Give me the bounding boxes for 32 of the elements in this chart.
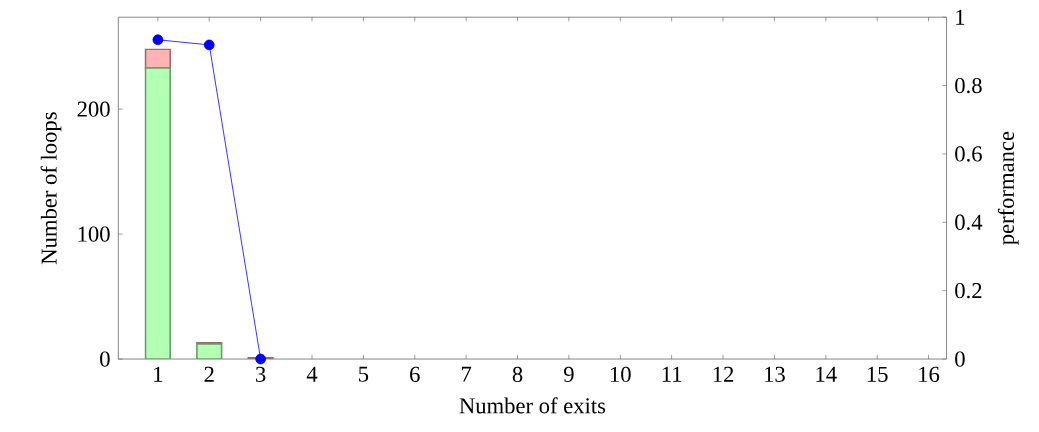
y2-axis-title: performance xyxy=(997,131,1019,245)
point xyxy=(203,39,215,51)
point xyxy=(255,353,266,365)
x-tick-label: 16 xyxy=(919,366,940,383)
y2-tick-label: 0.4 xyxy=(955,214,983,231)
x-tick-label: 2 xyxy=(204,366,214,382)
x-axis-title: Number of exits xyxy=(459,397,606,414)
x-tick-label: 15 xyxy=(867,366,888,383)
y-tick-label: 100 xyxy=(78,226,110,242)
x-tick-label: 4 xyxy=(306,366,318,382)
point xyxy=(152,34,164,46)
x-tick-label: 6 xyxy=(410,366,420,383)
x-tick-label: 11 xyxy=(662,366,682,382)
y2-tick-label: 1 xyxy=(956,9,965,25)
x-tick-label: 14 xyxy=(816,366,837,382)
x-tick-label: 1 xyxy=(154,366,163,382)
y2-tick-label: 0.8 xyxy=(955,77,982,94)
bar xyxy=(144,67,171,360)
x-tick-label: 9 xyxy=(563,366,574,383)
x-tick-label: 7 xyxy=(461,366,472,382)
y2-tick-label: 0.2 xyxy=(955,283,982,299)
y2-tick-label: 0.6 xyxy=(955,146,982,162)
y-tick-label: 200 xyxy=(77,101,110,117)
x-tick-label: 3 xyxy=(256,366,266,383)
y-tick-label: 0 xyxy=(100,351,110,367)
x-tick-label: 8 xyxy=(512,366,523,383)
y-axis-title: Number of loops xyxy=(40,112,62,265)
x-tick-label: 5 xyxy=(359,366,369,382)
x-tick-label: 12 xyxy=(713,366,734,382)
x-tick-label: 13 xyxy=(765,366,785,383)
y2-tick-label: 0 xyxy=(955,351,965,367)
x-tick-label: 10 xyxy=(610,366,631,383)
